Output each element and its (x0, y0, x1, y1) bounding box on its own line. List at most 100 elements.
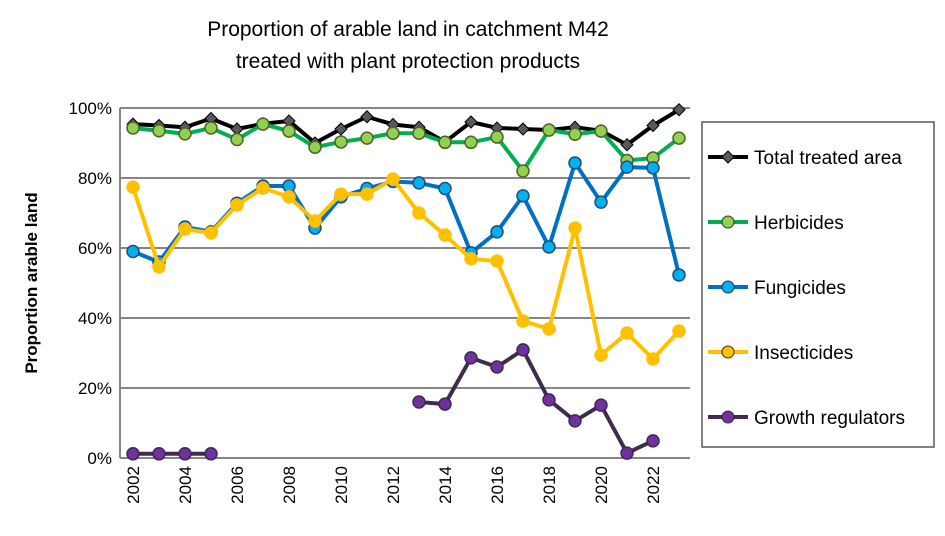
data-point (516, 314, 530, 328)
data-point (672, 131, 686, 145)
data-point (620, 446, 634, 460)
data-point (204, 447, 218, 461)
data-point (438, 228, 452, 242)
data-point (490, 254, 504, 268)
legend-label: Total treated area (754, 148, 902, 169)
data-point (516, 189, 530, 203)
y-tick-label: 0% (87, 449, 112, 468)
data-point (594, 195, 608, 209)
data-point (516, 343, 530, 357)
y-tick-label: 60% (78, 239, 112, 258)
chart-title-line-2: treated with plant protection products (236, 50, 580, 73)
data-point (204, 226, 218, 240)
data-point (412, 206, 426, 220)
data-point (438, 397, 452, 411)
data-point (464, 252, 478, 266)
data-point (386, 126, 400, 140)
data-point (542, 123, 556, 137)
series-line-1 (132, 122, 681, 173)
data-point (464, 351, 478, 365)
series-line-0 (132, 108, 681, 147)
y-tick-label: 100% (69, 99, 112, 118)
data-point (360, 110, 374, 124)
data-point (646, 161, 660, 175)
data-point (542, 240, 556, 254)
data-point (490, 225, 504, 239)
x-tick-label: 2012 (384, 466, 403, 504)
x-tick-label: 2002 (124, 466, 143, 504)
data-point (282, 124, 296, 138)
data-point (126, 121, 140, 135)
data-point (568, 156, 582, 170)
data-point (516, 122, 530, 136)
data-point (620, 160, 634, 174)
x-tick-label: 2008 (280, 466, 299, 504)
data-point (178, 447, 192, 461)
legend-label: Insecticides (754, 343, 853, 364)
x-tick-label: 2020 (592, 466, 611, 504)
data-point (360, 131, 374, 145)
legend-box (701, 121, 935, 448)
data-point (568, 127, 582, 141)
y-tick-label: 80% (78, 169, 112, 188)
data-point (308, 214, 322, 228)
legend-marker (721, 410, 735, 424)
data-point (438, 135, 452, 150)
legend-marker (721, 150, 735, 164)
x-tick-label: 2010 (332, 466, 351, 504)
data-point (204, 121, 218, 135)
legend-marker (721, 280, 735, 294)
data-point (620, 326, 634, 340)
data-point (594, 124, 608, 138)
x-tick-label: 2004 (176, 466, 195, 504)
chart-title-line-1: Proportion of arable land in catchment M… (207, 18, 609, 41)
data-point (412, 176, 426, 190)
data-point (646, 118, 660, 133)
x-tick-label: 2022 (644, 466, 663, 504)
data-point (230, 132, 244, 147)
y-tick-label: 20% (78, 379, 112, 398)
data-point (334, 187, 348, 201)
series-line-2 (132, 160, 681, 276)
data-point (542, 393, 556, 407)
data-point (334, 122, 348, 136)
data-point (464, 135, 478, 150)
legend-label: Fungicides (754, 278, 846, 299)
x-tick-label: 2006 (228, 466, 247, 504)
data-point (594, 348, 608, 362)
data-point (672, 103, 686, 117)
data-point (542, 322, 556, 336)
data-point (282, 190, 296, 204)
data-point (672, 324, 686, 338)
data-point (412, 395, 426, 409)
data-point (490, 130, 504, 144)
data-point (594, 398, 608, 412)
data-point (230, 198, 244, 212)
data-point (490, 360, 504, 374)
data-point (620, 138, 634, 152)
data-point (516, 164, 530, 178)
data-point (646, 434, 660, 448)
legend-label: Growth regulators (754, 408, 905, 429)
data-point (412, 126, 426, 140)
data-point (334, 135, 348, 149)
data-point (178, 127, 192, 141)
data-point (308, 140, 322, 154)
legend-label: Herbicides (754, 213, 844, 234)
data-point (152, 124, 166, 138)
data-point (126, 447, 140, 461)
x-tick-label: 2014 (436, 466, 455, 504)
legend-marker (721, 345, 735, 359)
data-point (568, 414, 582, 428)
data-point (360, 187, 374, 201)
series-line-4 (418, 347, 654, 456)
data-point (386, 172, 400, 186)
data-point (438, 181, 452, 196)
data-point (256, 117, 270, 131)
data-point (152, 447, 166, 461)
x-tick-label: 2016 (488, 466, 507, 504)
y-tick-label: 40% (78, 309, 112, 328)
data-point (646, 352, 660, 366)
